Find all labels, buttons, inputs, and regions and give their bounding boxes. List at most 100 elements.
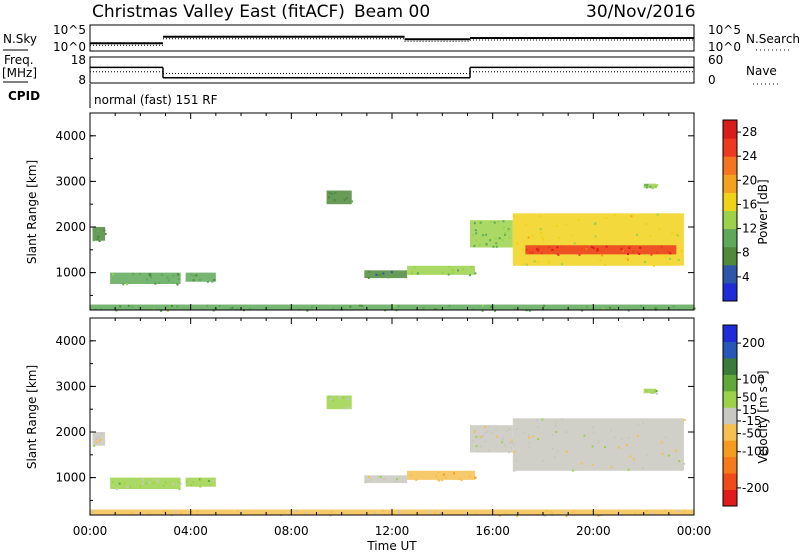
scatter-speck: [565, 450, 568, 453]
scatter-speck: [474, 272, 477, 275]
scatter-speck: [164, 481, 167, 484]
station-title: Christmas Valley East (fitACF): [92, 2, 345, 22]
scatter-speck: [638, 252, 641, 255]
scatter-speck: [118, 482, 121, 485]
scatter-speck: [541, 460, 544, 463]
power-axes: 1000 2000 3000 4000: [55, 112, 695, 310]
scatter-speck: [131, 511, 134, 514]
scatter-speck: [92, 239, 95, 242]
scatter-speck: [515, 512, 518, 515]
scatter-speck: [522, 431, 525, 434]
noise-panel: N.Sky 10^5 10^0 10^5 10^0 N.Search: [3, 23, 800, 54]
scatter-speck: [157, 480, 160, 483]
scatter-speck: [447, 273, 450, 276]
scatter-speck: [474, 229, 477, 232]
scatter-speck: [532, 435, 535, 438]
power-ylabel: Slant Range [km]: [25, 160, 39, 264]
scatter-speck: [501, 239, 504, 242]
scatter-speck: [496, 221, 499, 224]
scatter-speck: [358, 304, 361, 307]
scatter-speck: [664, 255, 667, 258]
scatter-speck: [565, 431, 568, 434]
scatter-speck: [481, 434, 484, 437]
scatter-speck: [660, 245, 663, 248]
scatter-speck: [555, 225, 558, 228]
time-tick-label: 20:00: [576, 524, 611, 538]
scatter-speck: [493, 221, 496, 224]
scatter-speck: [415, 478, 418, 481]
scatter-speck: [557, 253, 560, 256]
scatter-speck: [411, 270, 414, 273]
scatter-speck: [632, 458, 635, 461]
scatter-speck: [597, 514, 600, 517]
scatter-speck: [527, 434, 530, 437]
scatter-region: [92, 227, 106, 241]
scatter-speck: [476, 450, 479, 453]
scatter-speck: [185, 480, 188, 483]
scatter-speck: [481, 234, 484, 237]
scatter-speck: [503, 232, 506, 235]
scatter-speck: [592, 431, 595, 434]
scatter-speck: [641, 466, 644, 469]
scatter-speck: [349, 305, 352, 308]
scatter-speck: [372, 273, 375, 276]
scatter-speck: [172, 274, 175, 277]
scatter-speck: [158, 281, 161, 284]
scatter-speck: [164, 510, 167, 513]
scatter-speck: [646, 183, 649, 186]
scatter-speck: [229, 307, 232, 310]
scatter-speck: [460, 479, 463, 482]
velocity-ylabel: Slant Range [km]: [25, 365, 39, 469]
scatter-speck: [98, 439, 101, 442]
time-tick-label: 08:00: [274, 524, 309, 538]
scatter-speck: [656, 251, 659, 254]
colorbar-tick-label: 12: [742, 222, 757, 236]
scatter-speck: [529, 251, 532, 254]
colorbar-segment: [723, 489, 737, 507]
scatter-speck: [513, 469, 516, 472]
scatter-speck: [437, 478, 440, 481]
colorbar-tick-label: -15: [742, 414, 762, 428]
scatter-speck: [667, 250, 670, 253]
scatter-speck: [603, 446, 606, 449]
scatter-speck: [174, 511, 177, 514]
scatter-speck: [398, 305, 401, 308]
scatter-speck: [630, 215, 633, 218]
scatter-speck: [617, 446, 620, 449]
scatter-speck: [512, 443, 515, 446]
colorbar-tick-label: 16: [742, 197, 757, 211]
velocity-heatmap: [90, 388, 694, 517]
scatter-speck: [605, 217, 608, 220]
scatter-speck: [126, 283, 129, 286]
y-tick-label: 2000: [55, 425, 86, 439]
scatter-speck: [141, 478, 144, 481]
scatter-speck: [248, 307, 251, 310]
colorbar-segment: [723, 210, 737, 230]
scatter-speck: [627, 309, 630, 312]
y-tick-label: 2000: [55, 220, 86, 234]
time-tick-label: 16:00: [475, 524, 510, 538]
scatter-speck: [600, 254, 603, 257]
colorbar-segment: [723, 192, 737, 211]
scatter-speck: [578, 253, 581, 256]
scatter-speck: [537, 426, 540, 429]
scatter-speck: [656, 184, 659, 187]
freq-tick-right-top: 60: [708, 53, 723, 67]
cpid-value: normal (fast) 151 RF: [94, 93, 218, 107]
colorbar-segment: [723, 228, 737, 248]
scatter-speck: [645, 223, 648, 226]
scatter-speck: [653, 264, 656, 267]
scatter-speck: [508, 236, 511, 239]
scatter-speck: [684, 510, 687, 513]
scatter-speck: [332, 399, 335, 402]
scatter-speck: [503, 444, 506, 447]
scatter-speck: [660, 441, 663, 444]
scatter-speck: [506, 229, 509, 232]
scatter-speck: [528, 445, 531, 448]
scatter-region: [92, 432, 106, 446]
scatter-speck: [571, 234, 574, 237]
scatter-speck: [190, 484, 193, 487]
scatter-speck: [583, 438, 586, 441]
scatter-speck: [360, 304, 363, 307]
scatter-speck: [149, 272, 152, 275]
